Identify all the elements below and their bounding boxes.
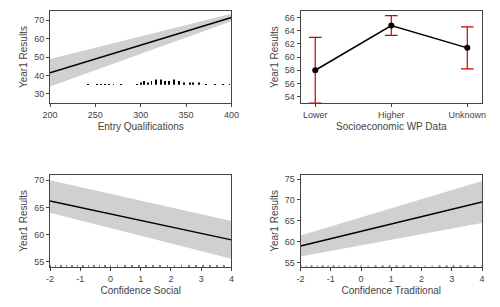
svg-text:3: 3 (199, 274, 204, 284)
svg-text:58: 58 (285, 65, 295, 75)
svg-text:-2: -2 (46, 274, 54, 284)
svg-text:60: 60 (34, 230, 44, 240)
svg-text:56: 56 (285, 79, 295, 89)
svg-text:0: 0 (359, 274, 364, 284)
svg-text:250: 250 (88, 110, 103, 120)
svg-text:350: 350 (179, 110, 194, 120)
svg-text:Higher: Higher (378, 110, 405, 120)
svg-text:Year1 Results: Year1 Results (18, 26, 29, 88)
svg-text:1: 1 (138, 274, 143, 284)
svg-text:60: 60 (34, 34, 44, 44)
svg-text:Confidence Traditional: Confidence Traditional (342, 285, 442, 296)
svg-text:65: 65 (285, 216, 295, 226)
svg-text:30: 30 (34, 89, 44, 99)
svg-text:-1: -1 (327, 274, 335, 284)
svg-text:75: 75 (285, 174, 295, 184)
svg-text:4: 4 (479, 274, 484, 284)
svg-text:60: 60 (285, 237, 295, 247)
svg-text:4: 4 (229, 274, 234, 284)
svg-text:40: 40 (34, 71, 44, 81)
svg-text:-2: -2 (297, 274, 305, 284)
svg-text:300: 300 (133, 110, 148, 120)
svg-text:54: 54 (285, 92, 295, 102)
svg-text:60: 60 (285, 52, 295, 62)
svg-text:55: 55 (34, 257, 44, 267)
svg-text:1: 1 (389, 274, 394, 284)
svg-text:70: 70 (34, 175, 44, 185)
svg-text:3: 3 (449, 274, 454, 284)
svg-text:65: 65 (34, 203, 44, 213)
svg-text:70: 70 (285, 195, 295, 205)
svg-text:Unknown: Unknown (449, 110, 487, 120)
svg-text:200: 200 (42, 110, 57, 120)
svg-text:70: 70 (34, 15, 44, 25)
svg-text:64: 64 (285, 26, 295, 36)
svg-text:Confidence Social: Confidence Social (100, 285, 181, 296)
svg-text:400: 400 (224, 110, 239, 120)
svg-text:-1: -1 (76, 274, 84, 284)
svg-text:62: 62 (285, 39, 295, 49)
svg-text:Year1 Results: Year1 Results (269, 26, 280, 88)
svg-text:Socioeconomic WP Data: Socioeconomic WP Data (336, 121, 447, 132)
svg-text:Entry Qualifications: Entry Qualifications (98, 121, 184, 132)
svg-text:2: 2 (168, 274, 173, 284)
svg-text:Year1 Results: Year1 Results (269, 190, 280, 252)
svg-text:Year1 Results: Year1 Results (18, 190, 29, 252)
svg-text:Lower: Lower (303, 110, 328, 120)
svg-text:50: 50 (34, 52, 44, 62)
svg-text:0: 0 (108, 274, 113, 284)
svg-text:66: 66 (285, 13, 295, 23)
svg-text:2: 2 (419, 274, 424, 284)
svg-text:55: 55 (285, 258, 295, 268)
